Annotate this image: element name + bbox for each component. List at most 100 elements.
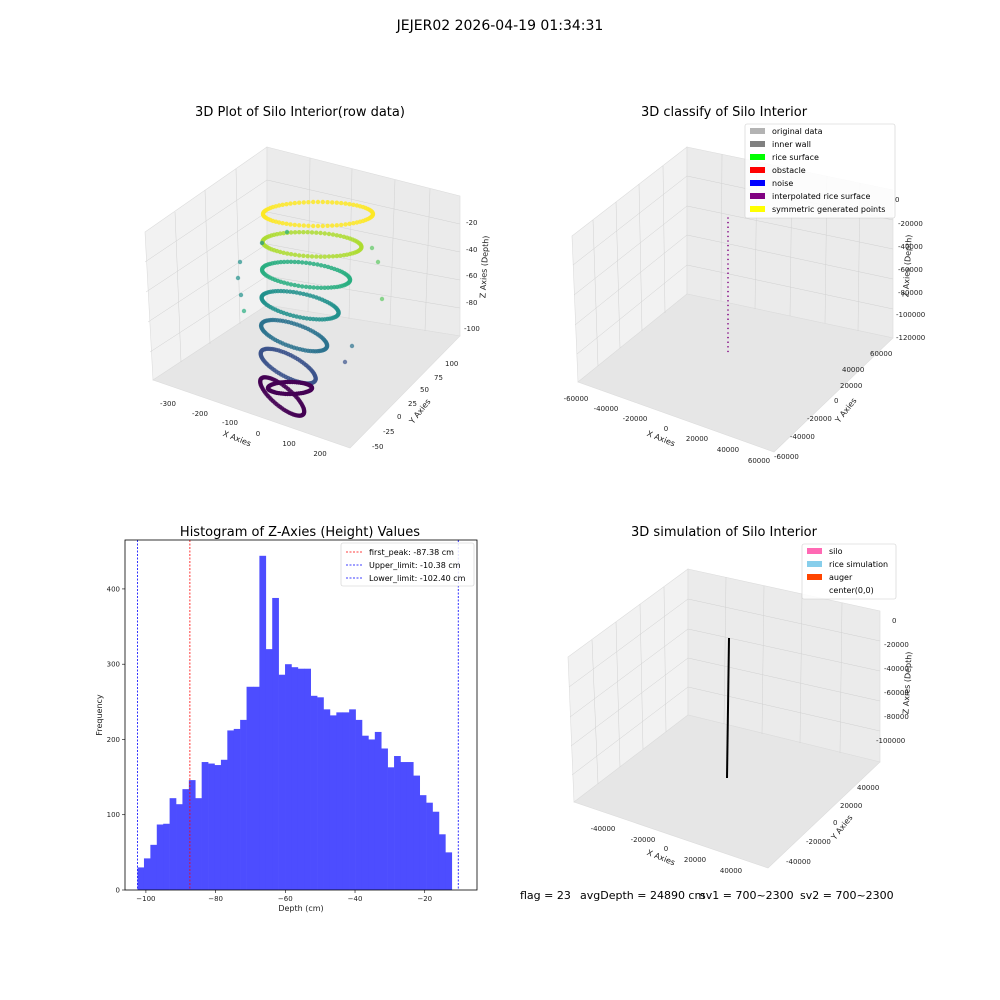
raw-point: [315, 285, 320, 290]
raw-point: [288, 252, 294, 257]
histogram-ref-lines: [137, 540, 459, 890]
histogram-legend-box: [340, 542, 475, 587]
histogram-xtick-label: −40: [348, 895, 363, 903]
histogram-ytick-label: 100: [107, 811, 120, 819]
legend-swatch-symmetric: [750, 206, 765, 212]
raw-ytick: 25: [408, 400, 417, 408]
raw-point: [291, 313, 296, 318]
histogram-bar: [342, 712, 350, 890]
classify-ytick: 20000: [840, 382, 862, 390]
legend-label-silo: silo: [829, 547, 843, 556]
legend-swatch-auger: [807, 574, 822, 580]
raw-ztick: -20: [466, 219, 477, 227]
histogram-bar: [349, 709, 356, 890]
histogram-bar: [233, 728, 241, 890]
classify-point: [727, 309, 729, 311]
sim-xtick: 40000: [720, 867, 742, 875]
raw-ytick: 50: [420, 386, 429, 394]
histogram-xtick-label: −60: [278, 895, 293, 903]
raw-point: [307, 316, 313, 321]
histogram-bar: [272, 597, 279, 890]
raw-ytick: -25: [383, 428, 394, 436]
raw-point: [325, 285, 331, 290]
histogram-bar: [291, 667, 299, 890]
raw-point: [339, 222, 344, 228]
raw-point: [318, 230, 323, 236]
raw-point: [288, 259, 294, 264]
classify-ztick: -40000: [898, 243, 923, 251]
classify-xtick: 0: [664, 425, 668, 433]
legend-swatch-silo: [807, 548, 822, 554]
raw-point: [281, 280, 287, 285]
raw-point: [296, 259, 301, 265]
classify-point: [727, 300, 729, 302]
histogram-ytick-label: 300: [107, 661, 120, 669]
legend-swatch-interpolated: [750, 193, 765, 199]
raw-point: [322, 263, 327, 269]
histogram-bar: [374, 731, 382, 890]
histogram-bar: [137, 867, 145, 890]
raw-point: [296, 283, 301, 288]
histogram-bar: [176, 804, 183, 890]
classify-xtick: 60000: [748, 457, 770, 465]
histogram-bar: [163, 823, 170, 890]
raw-point: [280, 202, 285, 207]
raw-point: [334, 253, 339, 259]
legend-label-rice-simulation: rice simulation: [829, 560, 888, 569]
sim-xtick: 0: [664, 845, 668, 853]
histogram-bar: [195, 798, 202, 890]
histogram-bar: [445, 852, 453, 890]
classify-ytick: -20000: [807, 415, 832, 423]
histogram-bar: [220, 759, 228, 890]
classify-legend-box: [744, 123, 896, 219]
simulation-x-ticks: -40000 -20000 0 20000 40000: [591, 825, 743, 875]
raw-point: [338, 233, 343, 239]
raw-point: [314, 230, 319, 235]
raw-point: [347, 221, 352, 226]
histogram-bar: [246, 686, 254, 890]
raw-point: [318, 263, 324, 268]
raw-point: [291, 289, 296, 295]
raw-y-ticks: -50 -25 0 25 50 75 100: [372, 360, 458, 451]
raw-xlabel: X Axies: [222, 429, 253, 448]
classify-point: [727, 341, 729, 344]
classify-ztick: 0: [895, 196, 899, 204]
raw-point: [343, 222, 348, 227]
raw-point: [330, 232, 336, 237]
raw-point: [330, 200, 335, 205]
raw-point: [313, 375, 318, 380]
raw-point: [278, 231, 283, 236]
classify-point: [727, 226, 729, 228]
raw-point: [311, 285, 316, 290]
sim-ytick: 20000: [840, 802, 862, 810]
raw-point: [284, 289, 290, 294]
sim-ytick: 40000: [857, 784, 879, 792]
sim-ytick: 0: [833, 819, 837, 827]
classify-xtick: -60000: [564, 395, 589, 403]
sim-ylabel: Y Axies: [829, 813, 855, 842]
classify-point: [727, 244, 729, 247]
raw-point: [259, 240, 265, 246]
histogram-xtick-label: −100: [136, 895, 155, 903]
raw-xtick: 200: [313, 450, 326, 458]
classify-point: [727, 235, 729, 238]
classify-floor-pane: [577, 293, 894, 453]
histogram-bar: [323, 709, 331, 890]
raw-point: [309, 230, 315, 235]
classify-ztick: -60000: [898, 266, 923, 274]
legend-label-upper-limit: Upper_limit: -10.38 cm: [369, 561, 461, 570]
raw-point: [292, 230, 298, 235]
legend-swatch-noise: [750, 180, 765, 186]
raw-xtick: -100: [222, 419, 238, 427]
classify-point: [727, 346, 729, 348]
histogram-bar: [310, 695, 318, 890]
raw-ytick: -50: [372, 443, 383, 451]
sim-ztick: -60000: [884, 689, 909, 697]
histogram-bar: [304, 668, 311, 890]
raw-point: [306, 200, 311, 205]
classify-point: [727, 231, 729, 233]
simulation-z-ticks: 0 -20000 -40000 -60000 -80000 -100000: [876, 617, 909, 745]
classify-point: [727, 221, 729, 224]
classify-point: [727, 277, 729, 279]
raw-point: [305, 230, 310, 235]
